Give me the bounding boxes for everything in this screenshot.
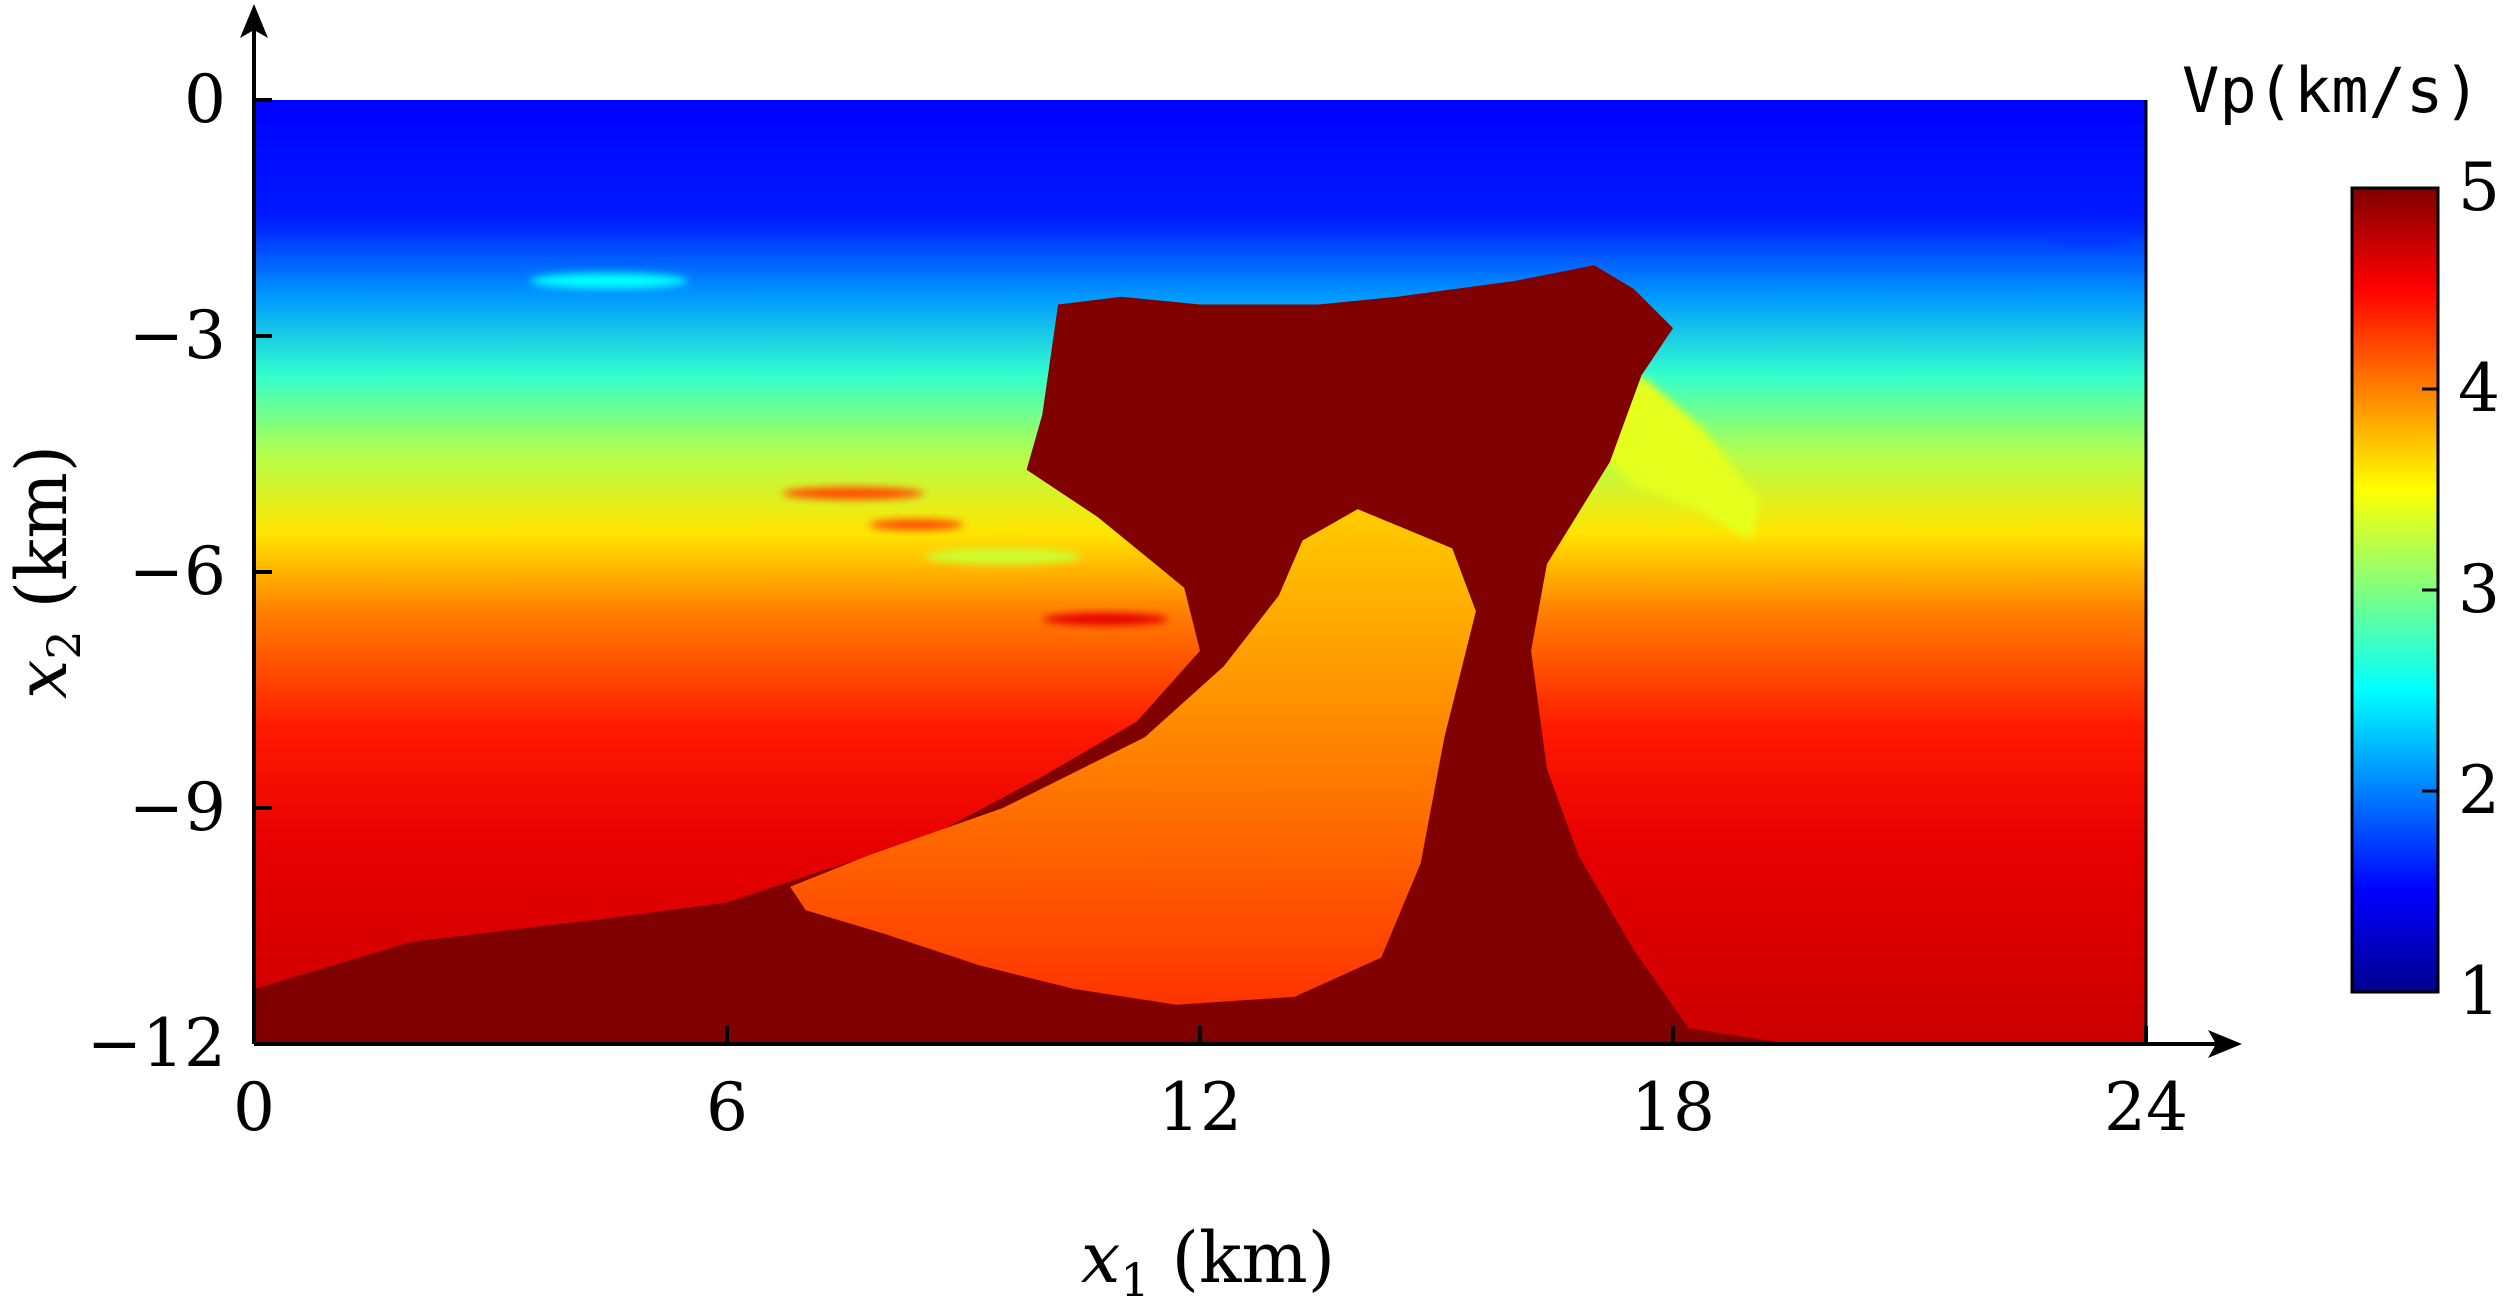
y-ticks: 0 −3 −6 −9 −12 — [87, 61, 272, 1082]
colorbar-tick-label: 2 — [2458, 752, 2500, 829]
velocity-lens — [2059, 237, 2123, 246]
x-tick-label: 24 — [2104, 1069, 2188, 1146]
velocity-lens — [529, 273, 688, 289]
heatmap-regions — [254, 237, 2123, 1044]
velocity-lens — [868, 519, 964, 531]
x-tick-label: 0 — [233, 1069, 275, 1146]
colorbar-tick-label: 1 — [2458, 953, 2500, 1030]
velocity-lens — [782, 487, 925, 500]
velocity-lens — [1042, 612, 1169, 626]
x-tick-label: 18 — [1631, 1069, 1715, 1146]
axes — [240, 4, 2242, 1058]
y-tick-label: −12 — [87, 1005, 226, 1082]
y-axis-title: x2(km) — [1, 445, 91, 699]
velocity-lens — [924, 548, 1082, 565]
colorbar-tick-label: 5 — [2458, 149, 2500, 226]
x-tick-label: 12 — [1158, 1069, 1242, 1146]
y-tick-label: −9 — [129, 769, 226, 846]
colorbar: Vp(km/s) 1 2 3 4 5 — [2182, 54, 2500, 1030]
colorbar-tick-label: 4 — [2458, 350, 2500, 427]
y-tick-label: −6 — [129, 533, 226, 610]
colorbar-title: Vp(km/s) — [2182, 54, 2481, 127]
y-tick-label: −3 — [129, 297, 226, 374]
right-flank-anomaly — [1594, 375, 1760, 541]
inclusion-body — [790, 509, 1476, 1005]
x-ticks: 0 6 12 18 24 — [233, 1026, 2188, 1146]
x-axis-arrow-icon — [2208, 1030, 2242, 1058]
colorbar-ticks: 1 2 3 4 5 — [2422, 149, 2500, 1030]
heatmap-plot-area — [254, 100, 2146, 1044]
colorbar-tick-label: 3 — [2458, 551, 2500, 628]
x-axis-title: x1 (km) — [1081, 1217, 1335, 1304]
y-tick-label: 0 — [184, 61, 226, 138]
x-tick-label: 6 — [706, 1069, 748, 1146]
y-axis-arrow-icon — [240, 4, 268, 38]
